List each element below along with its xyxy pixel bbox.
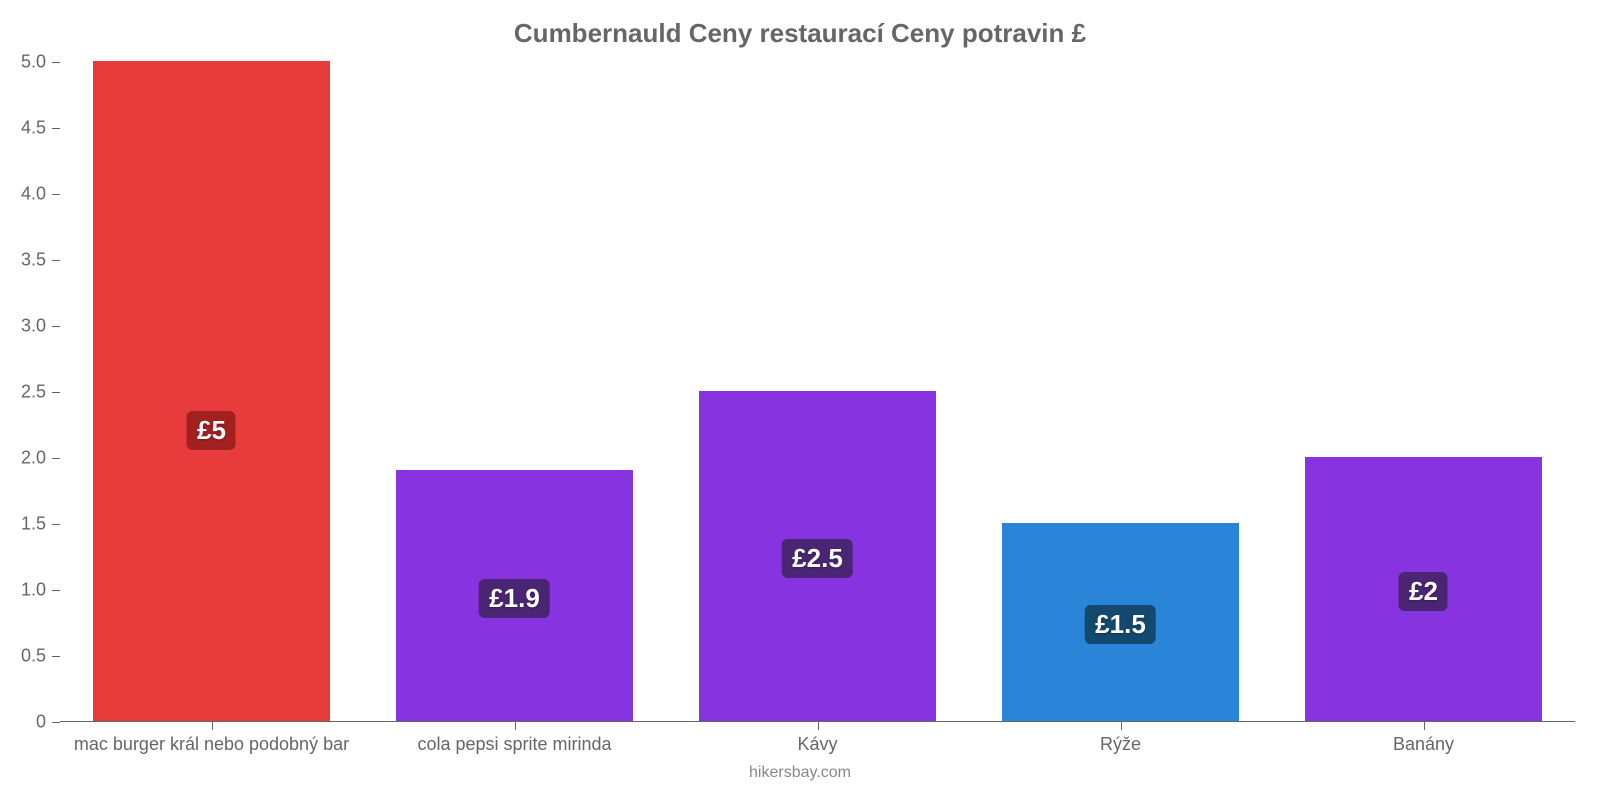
y-tick	[52, 62, 60, 63]
x-tick	[818, 722, 819, 730]
y-tick	[52, 260, 60, 261]
y-tick	[52, 458, 60, 459]
x-tick	[212, 722, 213, 730]
y-axis-label: 0	[0, 712, 46, 733]
value-badge: £2	[1399, 572, 1448, 611]
y-axis-label: 1.0	[0, 580, 46, 601]
y-axis-label: 1.5	[0, 514, 46, 535]
y-tick	[52, 590, 60, 591]
plot-area: £5 £1.9 £2.5 £1.5 £2	[60, 62, 1575, 722]
price-chart: Cumbernauld Ceny restaurací Ceny potravi…	[0, 0, 1600, 800]
y-tick	[52, 656, 60, 657]
value-badge: £1.9	[479, 579, 550, 618]
y-tick	[52, 722, 60, 723]
y-tick	[52, 194, 60, 195]
y-axis-label: 3.0	[0, 316, 46, 337]
y-axis-label: 2.5	[0, 382, 46, 403]
y-tick	[52, 524, 60, 525]
price-bar: £1.9	[396, 470, 632, 721]
y-axis-label: 4.0	[0, 184, 46, 205]
y-tick	[52, 326, 60, 327]
y-axis-label: 5.0	[0, 52, 46, 73]
x-axis-label: Rýže	[1100, 734, 1141, 755]
price-bar: £2.5	[699, 391, 935, 721]
price-bar: £5	[93, 61, 329, 721]
x-axis-label: mac burger král nebo podobný bar	[74, 734, 349, 755]
x-tick	[515, 722, 516, 730]
chart-title: Cumbernauld Ceny restaurací Ceny potravi…	[0, 18, 1600, 49]
y-axis-label: 2.0	[0, 448, 46, 469]
x-axis-label: cola pepsi sprite mirinda	[417, 734, 611, 755]
y-tick	[52, 128, 60, 129]
y-tick	[52, 392, 60, 393]
price-bar: £2	[1305, 457, 1541, 721]
value-badge: £5	[187, 411, 236, 450]
y-axis-label: 0.5	[0, 646, 46, 667]
value-badge: £1.5	[1085, 605, 1156, 644]
x-axis-label: Kávy	[797, 734, 837, 755]
x-axis-label: Banány	[1393, 734, 1454, 755]
y-axis-label: 3.5	[0, 250, 46, 271]
attribution-text: hikersbay.com	[0, 764, 1600, 782]
x-tick	[1121, 722, 1122, 730]
y-axis-label: 4.5	[0, 118, 46, 139]
x-tick	[1424, 722, 1425, 730]
price-bar: £1.5	[1002, 523, 1238, 721]
value-badge: £2.5	[782, 539, 853, 578]
